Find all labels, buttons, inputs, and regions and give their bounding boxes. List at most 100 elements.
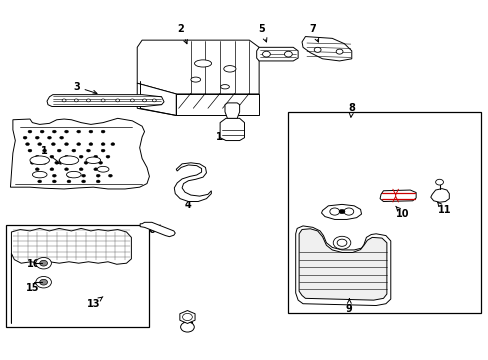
Polygon shape [137, 83, 176, 116]
Circle shape [111, 143, 115, 145]
Circle shape [116, 99, 120, 102]
Circle shape [64, 155, 68, 158]
Circle shape [67, 174, 71, 177]
Circle shape [94, 168, 98, 171]
Circle shape [40, 279, 47, 285]
Circle shape [86, 149, 90, 152]
Circle shape [101, 99, 105, 102]
Polygon shape [140, 222, 175, 237]
Circle shape [62, 99, 66, 102]
Circle shape [30, 161, 34, 164]
Circle shape [42, 149, 46, 152]
Text: 14: 14 [182, 322, 195, 332]
Circle shape [81, 174, 85, 177]
Circle shape [35, 155, 39, 158]
Circle shape [38, 174, 41, 177]
Polygon shape [295, 226, 390, 306]
Circle shape [50, 155, 54, 158]
Polygon shape [47, 95, 163, 107]
Circle shape [42, 161, 46, 164]
Circle shape [55, 161, 59, 164]
Text: 16: 16 [27, 259, 43, 269]
Circle shape [25, 143, 29, 145]
Circle shape [130, 99, 134, 102]
Circle shape [84, 161, 88, 164]
Text: 6: 6 [148, 225, 160, 235]
Circle shape [101, 143, 105, 145]
Polygon shape [11, 228, 131, 323]
Ellipse shape [66, 171, 81, 178]
Polygon shape [10, 118, 149, 189]
Text: 1: 1 [41, 146, 61, 164]
Circle shape [51, 143, 55, 145]
Circle shape [79, 155, 83, 158]
Circle shape [262, 51, 270, 57]
Text: 8: 8 [347, 103, 354, 117]
Circle shape [180, 322, 194, 332]
Circle shape [101, 149, 105, 152]
Text: 13: 13 [86, 297, 102, 309]
Circle shape [69, 161, 73, 164]
Polygon shape [137, 40, 259, 94]
Circle shape [52, 180, 56, 183]
Polygon shape [299, 229, 386, 300]
Circle shape [50, 168, 54, 171]
Ellipse shape [194, 60, 211, 67]
Text: 10: 10 [395, 206, 409, 219]
Circle shape [336, 239, 346, 246]
Circle shape [338, 210, 344, 214]
Polygon shape [220, 118, 244, 140]
Circle shape [96, 174, 100, 177]
Text: 12: 12 [215, 132, 229, 142]
Circle shape [182, 314, 192, 320]
Circle shape [40, 260, 47, 266]
Polygon shape [174, 163, 211, 202]
Text: 4: 4 [184, 197, 191, 210]
Circle shape [38, 180, 41, 183]
Polygon shape [321, 204, 361, 220]
Circle shape [23, 136, 27, 139]
Circle shape [64, 143, 68, 145]
Circle shape [152, 99, 156, 102]
Text: 5: 5 [258, 24, 266, 42]
Circle shape [94, 155, 98, 158]
Circle shape [28, 149, 32, 152]
Circle shape [77, 130, 81, 133]
Circle shape [96, 180, 100, 183]
Circle shape [64, 130, 68, 133]
Circle shape [35, 168, 39, 171]
Circle shape [332, 236, 350, 249]
Polygon shape [176, 94, 259, 116]
Ellipse shape [30, 156, 49, 165]
Circle shape [64, 168, 68, 171]
Polygon shape [224, 103, 239, 118]
Circle shape [86, 99, 90, 102]
Circle shape [40, 130, 44, 133]
Circle shape [435, 179, 443, 185]
Circle shape [343, 208, 353, 215]
Circle shape [36, 276, 51, 288]
Circle shape [79, 168, 83, 171]
Circle shape [329, 208, 339, 215]
Circle shape [335, 49, 342, 54]
Circle shape [77, 143, 81, 145]
Circle shape [28, 130, 32, 133]
Polygon shape [302, 37, 351, 61]
Circle shape [35, 136, 39, 139]
Polygon shape [180, 311, 195, 323]
Circle shape [314, 47, 321, 52]
Circle shape [108, 174, 112, 177]
Text: 11: 11 [437, 202, 450, 216]
Circle shape [89, 130, 93, 133]
Circle shape [57, 149, 61, 152]
Circle shape [142, 99, 146, 102]
Text: 9: 9 [345, 298, 352, 314]
Circle shape [36, 257, 51, 269]
Circle shape [74, 99, 78, 102]
Text: 7: 7 [309, 24, 318, 42]
Text: 2: 2 [177, 24, 187, 44]
Ellipse shape [32, 171, 47, 178]
Circle shape [67, 180, 71, 183]
Ellipse shape [97, 166, 109, 172]
Circle shape [284, 51, 292, 57]
